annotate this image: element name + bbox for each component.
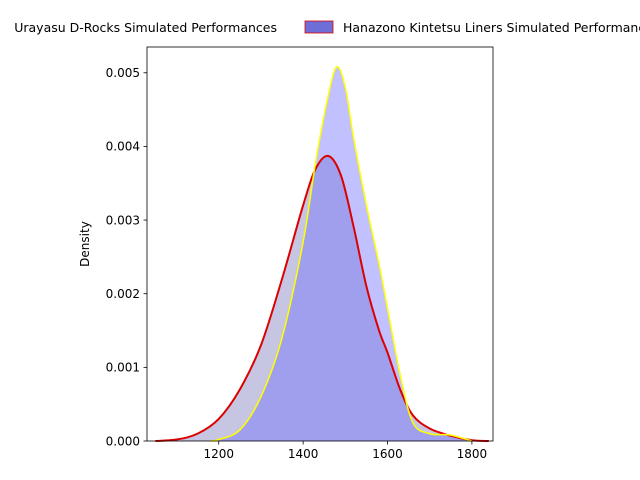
x-tick-label: 1200 bbox=[203, 447, 234, 461]
y-axis-ticks: 0.000 0.001 0.002 0.003 0.004 0.005 bbox=[106, 66, 147, 448]
x-axis-ticks: 1200 1400 1600 1800 bbox=[203, 441, 487, 461]
density-area-series-0 bbox=[155, 155, 489, 441]
density-areas bbox=[155, 66, 489, 441]
y-tick-label: 0.000 bbox=[106, 434, 140, 448]
x-tick-label: 1400 bbox=[288, 447, 319, 461]
legend-label-hanazono: Hanazono Kintetsu Liners Simulated Perfo… bbox=[343, 20, 640, 35]
density-line-series-0 bbox=[155, 154, 489, 442]
density-lines bbox=[155, 66, 489, 442]
legend-swatch-hanazono bbox=[304, 20, 334, 34]
y-tick-label: 0.005 bbox=[106, 66, 140, 80]
density-area-series-1 bbox=[210, 66, 472, 441]
y-tick-label: 0.001 bbox=[106, 361, 140, 375]
x-tick-label: 1800 bbox=[457, 447, 488, 461]
legend-label-urayasu: Urayasu D-Rocks Simulated Performances bbox=[14, 20, 277, 35]
y-tick-label: 0.002 bbox=[106, 287, 140, 301]
y-tick-label: 0.004 bbox=[106, 140, 140, 154]
y-tick-label: 0.003 bbox=[106, 213, 140, 227]
x-tick-label: 1600 bbox=[372, 447, 403, 461]
plot-frame bbox=[146, 46, 494, 442]
legend: Urayasu D-Rocks Simulated Performances H… bbox=[14, 20, 640, 35]
density-line-series-1 bbox=[210, 66, 473, 442]
y-axis-label: Density bbox=[78, 221, 92, 267]
